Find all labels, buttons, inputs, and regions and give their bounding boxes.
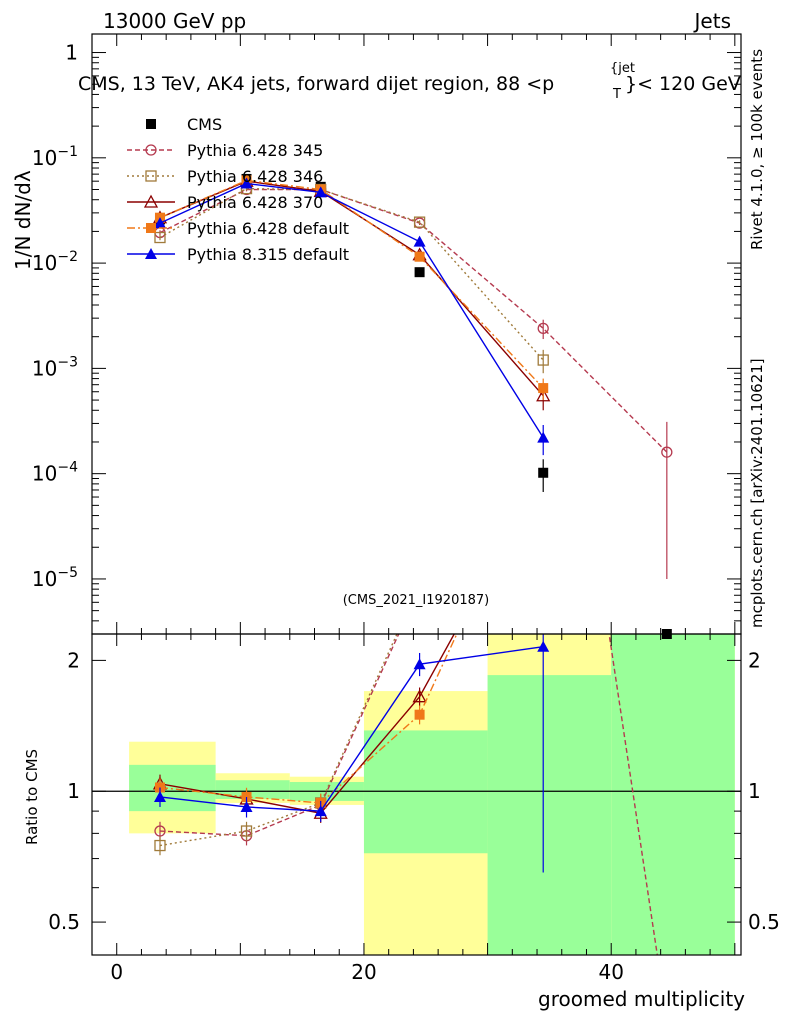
- band-green-3: [363, 730, 488, 854]
- point-cms-3: [414, 267, 425, 278]
- x-tick-label-20: 20: [351, 960, 376, 984]
- series-cms: [154, 173, 672, 639]
- series-line-p345: [159, 188, 668, 453]
- ratio-ylabel: Ratio to CMS: [23, 749, 41, 845]
- main-y-tick-label-1: 10−4: [32, 460, 78, 486]
- ratio-point-p346-0: [154, 839, 166, 852]
- series-layer: [152, 173, 673, 639]
- ratio-y-tick-label-right-0.5: 0.5: [748, 910, 780, 934]
- point-p8def-0: [153, 217, 166, 229]
- ratio-point-p8def-2: [314, 805, 327, 817]
- mcplots-label: mcplots.cern.ch [arXiv:2401.10621]: [748, 358, 766, 628]
- legend-entry-p345: Pythia 6.428 345: [127, 141, 323, 160]
- title-superscript: {jet: [610, 61, 635, 76]
- point-p8def-2: [314, 186, 327, 198]
- x-axis-label: groomed multiplicity: [538, 987, 745, 1011]
- ratio-frame: [91, 633, 742, 956]
- series-p346: [154, 182, 549, 374]
- band-green-0: [129, 764, 216, 812]
- ratio-y-tick-label-left-2: 2: [67, 648, 80, 672]
- ratio-point-p8def-4: [537, 640, 550, 652]
- series-line-p370: [159, 180, 544, 397]
- legend-label-p345: Pythia 6.428 345: [187, 141, 323, 160]
- series-line-p6def: [159, 179, 544, 389]
- legend-entry-p370: Pythia 6.428 370: [127, 193, 323, 212]
- legend-marker-cms: [146, 119, 156, 129]
- legend-label-p8def: Pythia 8.315 default: [187, 245, 349, 264]
- series-p345: [154, 183, 673, 579]
- ratio-series-layer: [152, 634, 658, 955]
- analysis-id: (CMS_2021_I1920187): [343, 593, 490, 608]
- x-tick-label-0: 0: [110, 960, 123, 984]
- legend-entry-p8def: Pythia 8.315 default: [127, 245, 349, 264]
- point-p345-4: [537, 322, 549, 335]
- point-p8def-4: [537, 431, 550, 443]
- series-line-p346: [159, 187, 544, 361]
- title-main: CMS, 13 TeV, AK4 jets, forward dijet reg…: [78, 73, 554, 95]
- category-label: Jets: [693, 9, 731, 33]
- point-p370-4: [536, 388, 551, 402]
- legend-marker-p370: [143, 194, 159, 208]
- legend-marker-p345: [145, 144, 157, 156]
- rivet-version-label: Rivet 4.1.0, ≥ 100k events: [748, 49, 766, 250]
- main-y-tick-label-0: 10−5: [32, 565, 78, 591]
- title-subscript: T: [612, 87, 621, 102]
- point-p6def-4: [538, 383, 549, 394]
- legend-entry-p6def: Pythia 6.428 default: [127, 219, 349, 238]
- point-p8def-1: [240, 177, 253, 189]
- point-p345-5: [661, 446, 673, 458]
- x-tick-label-40: 40: [598, 960, 623, 984]
- legend: CMS Pythia 6.428 345 Pythia 6.428 346 Pythi…: [127, 115, 349, 264]
- ratio-point-p8def-1: [240, 800, 253, 812]
- main-ylabel: 1/N dN/dλ: [11, 170, 35, 270]
- ratio-line-p345: [159, 634, 658, 955]
- legend-marker-p346: [145, 170, 157, 182]
- title-tail: }< 120 GeV: [625, 73, 741, 95]
- ratio-point-p8def-3: [413, 658, 426, 670]
- ratio-point-p370-3: [412, 689, 427, 703]
- main-y-tick-label-4: 10−1: [32, 144, 78, 170]
- beam-label: 13000 GeV pp: [103, 9, 246, 33]
- legend-marker-p8def: [145, 248, 157, 259]
- ratio-uncertainty-bands: [129, 634, 735, 955]
- ratio-y-tick-label-left-1: 1: [67, 779, 80, 803]
- ratio-point-p346-1: [240, 825, 253, 837]
- ratio-y-tick-label-right-1: 1: [748, 779, 761, 803]
- main-y-tick-label-3: 10−2: [32, 249, 78, 275]
- legend-label-p346: Pythia 6.428 346: [187, 167, 323, 186]
- band-green-4: [487, 675, 612, 955]
- ratio-point-p6def-3: [414, 709, 425, 720]
- ratio-series-p8def: [153, 634, 550, 873]
- plot-title: CMS, 13 TeV, AK4 jets, forward dijet reg…: [78, 61, 741, 102]
- main-y-tick-label-2: 10−3: [32, 354, 78, 380]
- point-p346-4: [537, 354, 549, 366]
- point-p8def-3: [413, 235, 426, 247]
- band-green-5: [611, 634, 735, 955]
- axes-layer: 0 20 40 10−5 10−4 10−3 10−2 10−1 1 0.5 0.5 1 1 2 2: [32, 33, 780, 984]
- point-p346-3: [413, 216, 426, 228]
- legend-marker-p6def: [146, 223, 156, 233]
- ratio-point-p8def-0: [153, 790, 166, 802]
- point-cms-4: [538, 467, 549, 478]
- legend-entry-p346: Pythia 6.428 346: [127, 167, 323, 186]
- legend-label-p370: Pythia 6.428 370: [187, 193, 323, 212]
- ratio-y-tick-label-left-0.5: 0.5: [48, 910, 80, 934]
- legend-entry-cms: CMS: [146, 115, 222, 134]
- band-green-1: [215, 780, 290, 799]
- point-p346-0: [154, 231, 166, 244]
- main-ylabel-text: 1/N dN/dλ: [11, 170, 35, 270]
- legend-label-p6def: Pythia 6.428 default: [187, 219, 349, 238]
- main-y-tick-label-5: 1: [65, 41, 78, 65]
- ratio-y-tick-label-right-2: 2: [748, 648, 761, 672]
- point-p6def-3: [414, 251, 425, 262]
- ratio-point-p345-0: [154, 825, 166, 837]
- series-p8def: [153, 177, 550, 456]
- legend-label-cms: CMS: [187, 115, 222, 134]
